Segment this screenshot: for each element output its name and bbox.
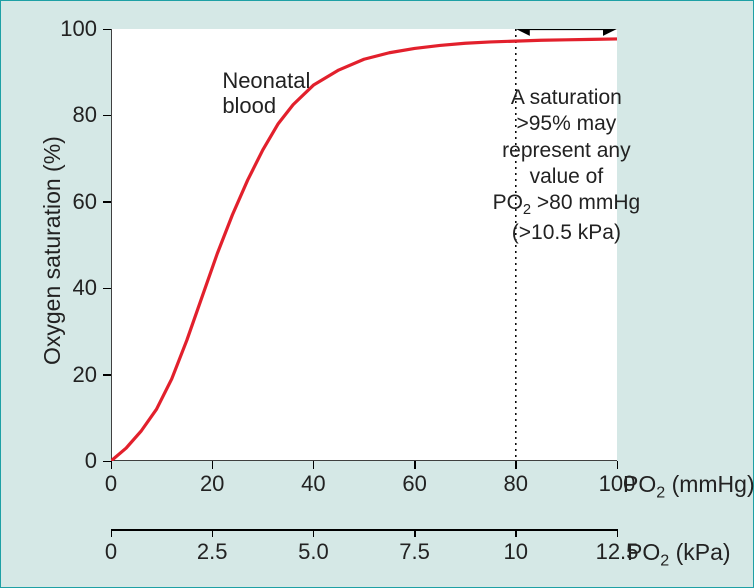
x-tick — [515, 461, 517, 469]
x-tick-label: 20 — [200, 471, 224, 497]
y-tick — [103, 115, 111, 117]
x-tick — [111, 461, 113, 469]
x-tick-label: 0 — [105, 471, 117, 497]
y-tick-label: 80 — [73, 102, 97, 128]
x-tick-label: 100 — [599, 471, 636, 497]
y-tick-label: 60 — [73, 189, 97, 215]
series-label: Neonatalblood — [222, 68, 310, 119]
x-tick-label: 80 — [504, 471, 528, 497]
secondary-x-tick — [111, 529, 113, 537]
secondary-x-tick — [414, 529, 416, 537]
x-tick — [414, 461, 416, 469]
annotation-text: A saturation>95% mayrepresent anyvalue o… — [493, 85, 641, 246]
y-tick — [103, 374, 111, 376]
y-tick-label: 100 — [60, 16, 97, 42]
y-tick-label: 20 — [73, 362, 97, 388]
y-tick-label: 40 — [73, 275, 97, 301]
secondary-x-tick-label: 5.0 — [298, 539, 329, 565]
x-axis-title-primary: PO2 (mmHg) — [623, 471, 754, 503]
x-tick — [313, 461, 315, 469]
secondary-x-tick — [617, 529, 619, 537]
x-axis-title-secondary: PO2 (kPa) — [627, 539, 731, 571]
y-tick — [103, 29, 111, 31]
x-tick-label: 40 — [301, 471, 325, 497]
secondary-x-tick — [212, 529, 214, 537]
x-tick — [212, 461, 214, 469]
secondary-x-tick-label: 12.5 — [596, 539, 639, 565]
secondary-x-tick-label: 0 — [105, 539, 117, 565]
secondary-axis-line — [111, 529, 617, 531]
y-tick-label: 0 — [85, 448, 97, 474]
secondary-x-tick — [313, 529, 315, 537]
figure-container: Oxygen saturation (%) Neonatalblood A sa… — [0, 0, 754, 588]
x-tick — [617, 461, 619, 469]
secondary-x-tick-label: 2.5 — [197, 539, 228, 565]
y-axis-title: Oxygen saturation (%) — [39, 136, 66, 365]
secondary-x-tick-label: 7.5 — [399, 539, 430, 565]
secondary-x-tick — [515, 529, 517, 537]
y-tick — [103, 288, 111, 290]
x-tick-label: 60 — [402, 471, 426, 497]
secondary-x-tick-label: 10 — [504, 539, 528, 565]
y-tick — [103, 201, 111, 203]
